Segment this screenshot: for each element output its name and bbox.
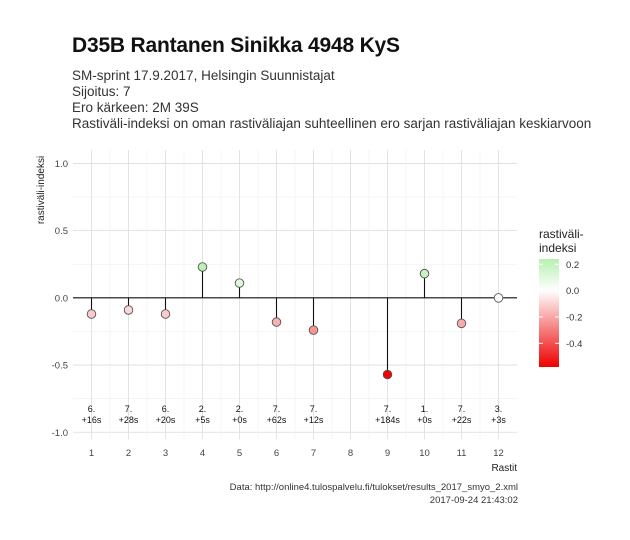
colorbar-gradient [539, 259, 559, 367]
point-diff-label: +3s [491, 415, 506, 425]
colorbar-title: indeksi [539, 241, 576, 255]
point-place-label: 7. [310, 404, 318, 414]
data-point [234, 278, 245, 288]
data-point [419, 268, 430, 279]
point-diff-label: +5s [195, 415, 210, 425]
x-tick-label: 9 [385, 448, 390, 459]
y-axis-title: rastiväli-indeksi [36, 156, 47, 224]
point-diff-label: +184s [375, 415, 400, 425]
data-point [197, 262, 208, 272]
point-diff-label: +62s [267, 415, 287, 425]
y-tick-label: -0.5 [52, 361, 68, 372]
subtitle-competition: SM-sprint 17.9.2017, Helsingin Suunnista… [72, 68, 335, 83]
data-point [493, 293, 504, 303]
colorbar-tick-label: -0.4 [566, 339, 582, 350]
y-tick-label: 1.0 [55, 159, 68, 170]
point-diff-label: +0s [232, 415, 247, 425]
point-place-label: 7. [273, 404, 281, 414]
subtitle-gap-to-leader: Ero kärkeen: 2M 39S [72, 100, 199, 115]
data-point [308, 325, 319, 335]
point-diff-label: +20s [156, 415, 176, 425]
data-point [271, 317, 282, 327]
x-tick-label: 10 [419, 448, 430, 459]
timestamp-caption: 2017-09-24 21:43:02 [429, 495, 518, 506]
x-tick-label: 6 [274, 448, 279, 459]
point-place-label: 2. [199, 404, 207, 414]
data-point [382, 369, 393, 380]
colorbar-tick-label: 0.0 [566, 286, 579, 297]
point-diff-label: +12s [304, 415, 324, 425]
data-point [456, 318, 467, 329]
data-point [123, 305, 134, 315]
x-tick-label: 12 [493, 448, 504, 459]
x-tick-label: 11 [457, 448, 467, 459]
point-place-label: 1. [421, 404, 429, 414]
subtitle-index-description: Rastiväli-indeksi on oman rastiväliajan … [72, 116, 592, 131]
point-place-label: 7. [125, 404, 133, 414]
y-tick-label: -1.0 [52, 428, 68, 439]
point-place-label: 7. [384, 404, 392, 414]
point-place-label: 6. [162, 404, 170, 414]
colorbar-tick-label: 0.2 [566, 260, 579, 271]
point-diff-label: +0s [417, 415, 432, 425]
x-axis-title: Rastit [491, 463, 517, 474]
point-diff-label: +28s [119, 415, 139, 425]
source-caption: Data: http://online4.tulospalvelu.fi/tul… [229, 482, 518, 493]
point-place-label: 7. [458, 404, 466, 414]
data-point [86, 309, 97, 319]
point-place-label: 2. [236, 404, 244, 414]
colorbar-tick-label: -0.2 [566, 312, 582, 323]
y-tick-label: 0.5 [55, 226, 68, 237]
point-place-label: 6. [88, 404, 96, 414]
x-tick-label: 7 [311, 448, 316, 459]
x-tick-label: 3 [163, 448, 168, 459]
point-diff-label: +22s [452, 415, 472, 425]
chart-title: D35B Rantanen Sinikka 4948 KyS [72, 34, 400, 57]
x-tick-label: 5 [237, 448, 242, 459]
data-point [160, 309, 171, 319]
y-tick-label: 0.0 [55, 293, 68, 304]
x-tick-label: 2 [126, 448, 131, 459]
subtitle-placement: Sijoitus: 7 [72, 84, 131, 99]
point-diff-label: +16s [82, 415, 102, 425]
point-place-label: 3. [495, 404, 503, 414]
x-tick-label: 1 [89, 448, 94, 459]
colorbar-title: rastiväli- [539, 227, 584, 241]
x-tick-label: 8 [348, 448, 353, 459]
x-tick-label: 4 [200, 448, 205, 459]
